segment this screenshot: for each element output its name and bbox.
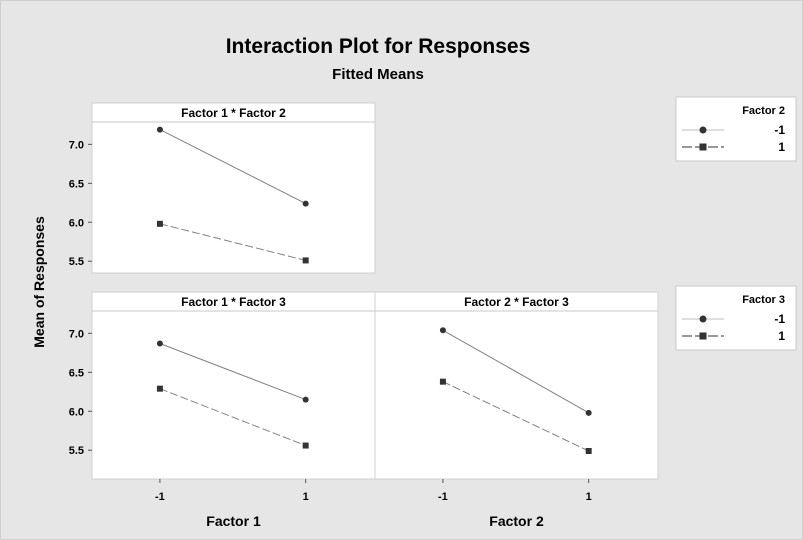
data-point-square	[156, 220, 163, 227]
chart-subtitle: Fitted Means	[332, 66, 424, 83]
legend-factor-3: Factor 3 -1 1	[675, 285, 797, 351]
legend-marker-circle	[699, 126, 707, 134]
series-line-level-1	[159, 388, 306, 447]
data-point-square	[302, 442, 309, 449]
legend-marker-circle	[699, 315, 707, 323]
panel-title: Factor 2 * Factor 3	[464, 295, 569, 309]
legend-box	[675, 285, 797, 351]
panel-title: Factor 1 * Factor 2	[181, 106, 286, 120]
x-tick-label: -1	[438, 491, 448, 503]
y-tick-label: 7.0	[69, 328, 84, 340]
legends-layer: Factor 2 -1 1 Factor 3 -1 1	[675, 96, 797, 351]
panel-background	[91, 102, 376, 274]
legend-title: Factor 3	[742, 294, 785, 306]
panel-title: Factor 1 * Factor 3	[181, 295, 286, 309]
x-tick-label: 1	[303, 491, 309, 503]
legend-item-label: 1	[778, 329, 785, 343]
data-point-circle	[439, 327, 446, 334]
x-axis-label: Factor 1	[206, 513, 261, 529]
panel-background	[374, 291, 659, 480]
series-line-level-1	[442, 381, 589, 452]
data-point-circle	[302, 200, 309, 207]
y-tick-label: 5.5	[69, 256, 84, 268]
x-tick-label: 1	[586, 491, 592, 503]
legend-title: Factor 2	[742, 105, 785, 117]
series-line-level-minus-1	[159, 129, 306, 205]
legend-item-label: 1	[778, 140, 785, 154]
legend-item-label: -1	[774, 123, 785, 137]
series-line-level-minus-1	[159, 343, 306, 401]
data-point-square	[302, 257, 309, 264]
legend-factor-2: Factor 2 -1 1	[675, 96, 797, 162]
chart-title: Interaction Plot for Responses	[226, 35, 531, 58]
y-tick-label: 6.5	[69, 367, 84, 379]
legend-item-label: -1	[774, 312, 785, 326]
panel-f1f2: Factor 1 * Factor 2 7.0 6.5 6.0 5.5	[69, 102, 376, 274]
data-point-square	[156, 385, 163, 392]
data-point-circle	[302, 396, 309, 403]
series-line-level-minus-1	[442, 329, 589, 414]
x-tick-label: -1	[155, 491, 165, 503]
data-point-square	[439, 378, 446, 385]
y-axis-label: Mean of Responses	[31, 216, 47, 348]
data-point-square	[585, 447, 592, 454]
y-tick-label: 6.5	[69, 178, 84, 190]
legend-marker-square	[699, 143, 707, 151]
legend-box	[675, 96, 797, 162]
y-tick-label: 6.0	[69, 217, 84, 229]
panel-f2f3: Factor 2 * Factor 3 -1 1 Factor 2	[374, 291, 659, 529]
series-line-level-1	[159, 223, 306, 261]
y-tick-label: 5.5	[69, 445, 84, 457]
data-point-circle	[156, 340, 163, 347]
panel-f1f3: Factor 1 * Factor 3 7.0 6.5 6.0 5.5 -1 1 Factor…	[69, 291, 376, 529]
data-point-circle	[585, 409, 592, 416]
data-point-circle	[156, 126, 163, 133]
x-axis-label: Factor 2	[489, 513, 544, 529]
y-tick-label: 7.0	[69, 139, 84, 151]
panel-background	[91, 291, 376, 480]
legend-marker-square	[699, 332, 707, 340]
y-tick-label: 6.0	[69, 406, 84, 418]
